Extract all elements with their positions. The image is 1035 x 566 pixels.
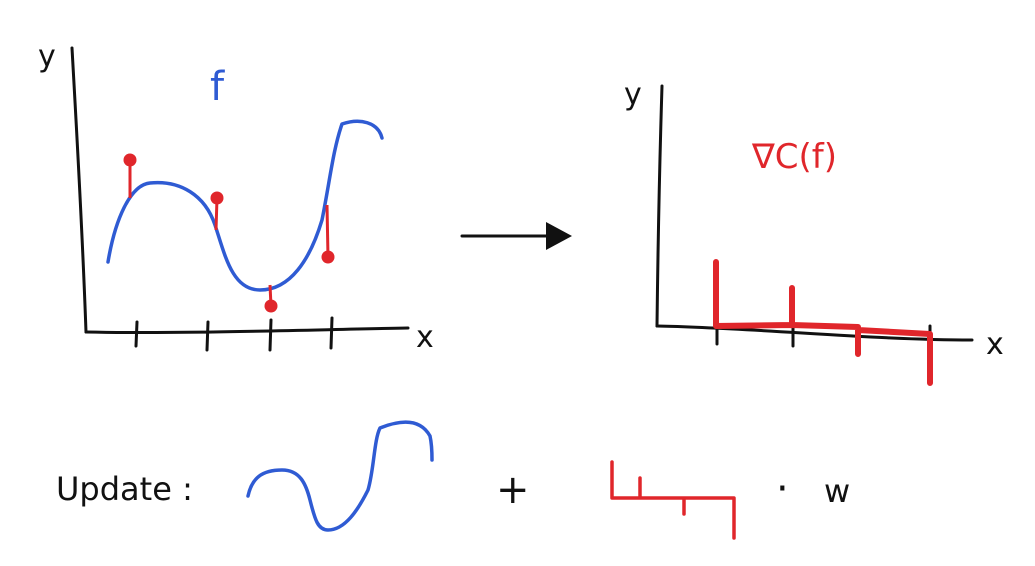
function-curve (106, 119, 384, 292)
plus-sign: + (496, 467, 530, 513)
left-x-tick (134, 320, 139, 348)
right-y-axis (655, 84, 664, 328)
residuals (123, 153, 335, 313)
transform-arrow (460, 222, 572, 250)
curve-label: f (210, 64, 225, 110)
right-x-axis-label: x (986, 327, 1004, 362)
data-point (210, 191, 224, 205)
left-x-axis-label: x (416, 320, 434, 355)
multiply-dot: · (776, 466, 789, 512)
left-x-tick (205, 320, 210, 352)
data-point (264, 299, 278, 313)
data-point (123, 153, 137, 167)
left-x-axis (84, 326, 410, 335)
function-curve-mini (246, 420, 434, 532)
data-point (321, 250, 335, 264)
weight-label: w (824, 472, 850, 510)
left-x-tick (268, 318, 273, 352)
gradient-step-function (713, 259, 933, 386)
left-x-tick (329, 316, 334, 350)
right-y-axis-label: y (624, 77, 642, 112)
residual-line (325, 204, 330, 258)
left-y-axis (70, 46, 88, 334)
update-label: Update : (56, 470, 193, 508)
arrow-head (546, 222, 572, 250)
right-plot: y x ∇C(f) (624, 77, 1004, 386)
left-y-axis-label: y (38, 39, 56, 74)
gradient-step-mini (610, 460, 736, 540)
update-row: Update : + · w (56, 420, 850, 540)
left-plot: y x f (38, 39, 434, 355)
gradient-label: ∇C(f) (751, 137, 837, 177)
